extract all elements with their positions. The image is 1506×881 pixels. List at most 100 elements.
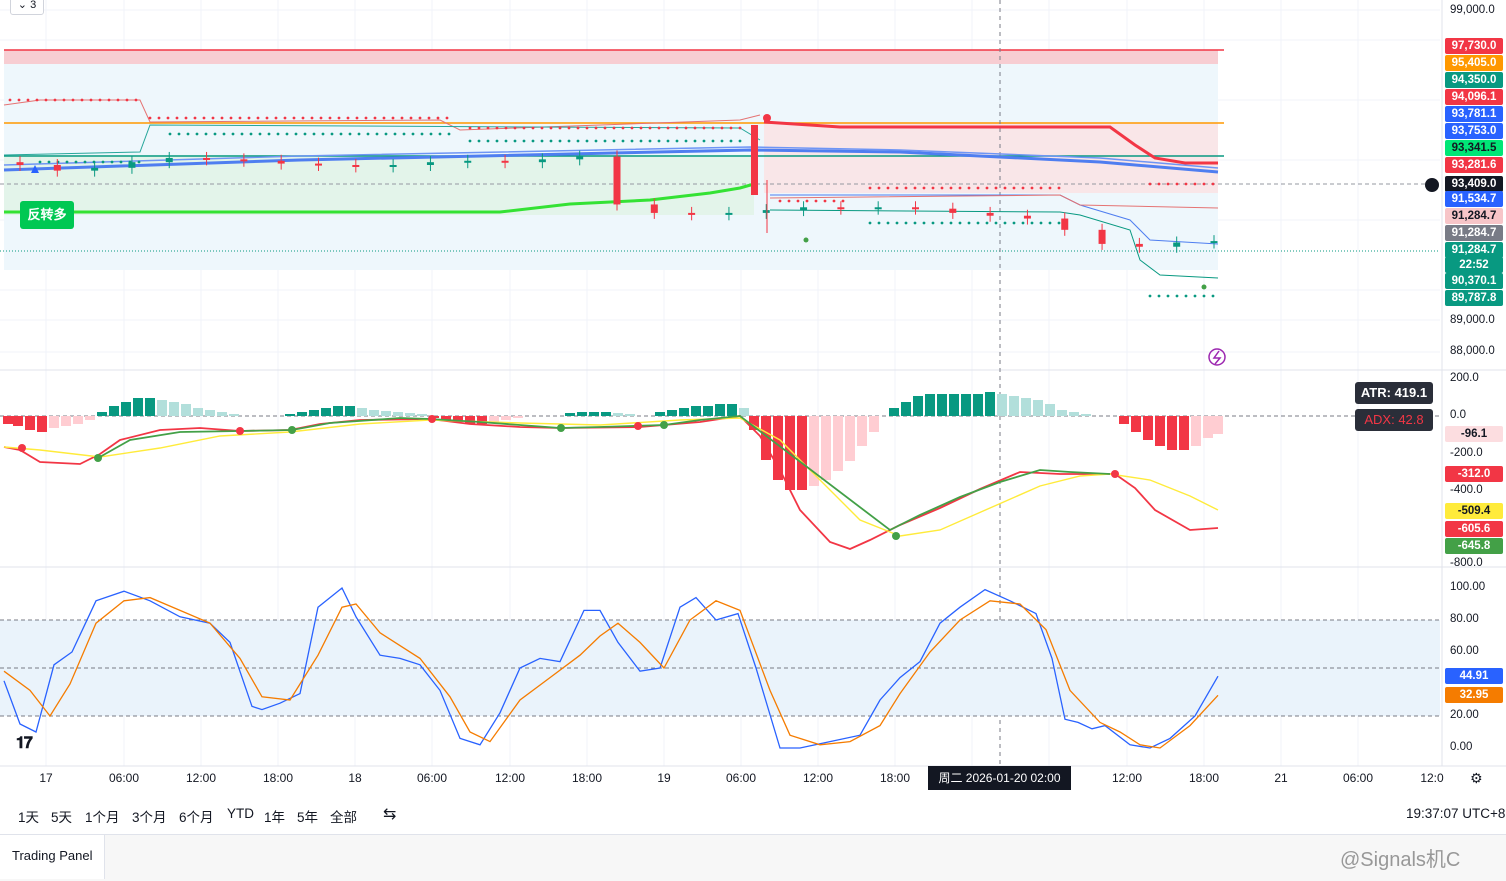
candle-body <box>165 157 173 163</box>
sar-dot <box>720 126 724 130</box>
sar-dot <box>468 139 472 143</box>
macd-histogram-bar <box>1213 416 1223 434</box>
sar-dot <box>319 116 323 120</box>
macd-histogram-bar <box>889 408 899 416</box>
range-button[interactable]: 1个月 <box>85 810 120 825</box>
sar-dot <box>240 132 244 136</box>
clock: 19:37:07 UTC+8 <box>1406 806 1506 821</box>
sar-dot <box>391 116 395 120</box>
trading-panel-tab[interactable]: Trading Panel <box>0 835 105 879</box>
sar-dot <box>702 139 706 143</box>
macd-histogram-bar <box>601 412 611 416</box>
candle-body <box>650 204 658 213</box>
sar-dot <box>958 221 962 225</box>
macd-histogram-bar <box>589 412 599 416</box>
sar-dot <box>134 98 138 102</box>
macd-histogram-bar <box>667 410 677 416</box>
date-range-icon[interactable]: ⇆ <box>383 806 397 823</box>
macd-histogram-bar <box>97 412 107 416</box>
macd-histogram-bar <box>49 416 59 428</box>
sar-dot <box>585 126 589 130</box>
macd-histogram-bar <box>229 414 239 416</box>
sar-dot <box>53 98 57 102</box>
macd-histogram-bar <box>1119 416 1129 424</box>
range-button[interactable]: 1天 <box>18 810 40 825</box>
sar-dot <box>594 139 598 143</box>
macd-histogram-bar <box>773 416 783 480</box>
chart-canvas[interactable] <box>0 0 1506 800</box>
macd-histogram-bar <box>513 416 523 418</box>
macd-histogram-bar <box>345 406 355 416</box>
candle-body <box>538 159 546 163</box>
time-tick: 17 <box>39 771 53 785</box>
macd-histogram-bar <box>797 416 807 490</box>
sar-dot <box>1175 182 1179 186</box>
signal-line <box>3 417 1219 537</box>
range-button[interactable]: 全部 <box>330 810 357 825</box>
macd-histogram-bar <box>845 416 855 461</box>
macd-histogram-bar <box>1033 400 1043 416</box>
range-button[interactable]: 6个月 <box>179 810 214 825</box>
alert-lightning-icon <box>1208 348 1226 366</box>
sar-dot <box>447 132 451 136</box>
sar-dot <box>47 160 51 164</box>
candle-body <box>352 165 360 167</box>
sar-dot <box>330 132 334 136</box>
macd-histogram-bar <box>869 416 879 432</box>
sar-dot <box>1148 182 1152 186</box>
macd-histogram-bar <box>465 416 475 424</box>
sar-dot <box>630 126 634 130</box>
macd-histogram-bar <box>761 416 771 460</box>
macd-tag: -312.0 <box>1445 466 1503 482</box>
sar-dot <box>195 132 199 136</box>
macd-histogram-bar <box>405 413 415 416</box>
sar-dot <box>931 186 935 190</box>
sar-dot <box>98 98 102 102</box>
sar-dot <box>1211 182 1215 186</box>
macd-histogram-bar <box>369 410 379 416</box>
price-tick: 88,000.0 <box>1450 345 1495 357</box>
range-button[interactable]: 1年 <box>264 810 286 825</box>
sar-dot <box>366 132 370 136</box>
sar-dot <box>1184 182 1188 186</box>
macd-histogram-bar <box>3 416 13 424</box>
range-button[interactable]: 5天 <box>51 810 73 825</box>
sar-dot <box>204 132 208 136</box>
signal-dot <box>1201 284 1207 290</box>
trailing-stop-line <box>763 120 1218 165</box>
sar-dot <box>1193 294 1197 298</box>
sar-dot <box>337 116 341 120</box>
range-button[interactable]: 3个月 <box>132 810 167 825</box>
sar-dot <box>603 126 607 130</box>
long-arrow <box>31 165 39 173</box>
macd-tick: 200.0 <box>1450 372 1479 384</box>
sar-dot <box>339 132 343 136</box>
candle-body <box>949 208 957 213</box>
crossover-dot <box>428 415 436 423</box>
sar-dot <box>1057 186 1061 190</box>
price-tag: 93,781.1 <box>1445 106 1503 122</box>
sar-dot <box>220 116 224 120</box>
macd-histogram-bar <box>333 406 343 416</box>
sar-dot <box>1175 294 1179 298</box>
price-tag: 93,341.5 <box>1445 140 1503 156</box>
candle-body <box>240 159 248 162</box>
price-tick: 99,000.0 <box>1450 4 1495 16</box>
settings-gear-icon[interactable]: ⚙ <box>1470 770 1483 786</box>
range-button[interactable]: 5年 <box>297 810 319 825</box>
crossover-dot <box>634 422 642 430</box>
sar-dot <box>312 132 316 136</box>
signal-dot <box>803 237 809 243</box>
sar-dot <box>675 126 679 130</box>
sar-dot <box>738 126 742 130</box>
sar-dot <box>540 126 544 130</box>
sar-dot <box>375 132 379 136</box>
stoch-tick: 80.00 <box>1450 613 1479 625</box>
interval-dropdown[interactable]: ⌄ 3 <box>10 0 44 15</box>
price-tag: 91,284.7 <box>1445 208 1503 224</box>
range-button[interactable]: YTD <box>227 806 254 821</box>
sar-dot <box>265 116 269 120</box>
macd-histogram-bar <box>1143 416 1153 440</box>
sar-dot <box>868 221 872 225</box>
macd-histogram-bar <box>655 412 665 416</box>
